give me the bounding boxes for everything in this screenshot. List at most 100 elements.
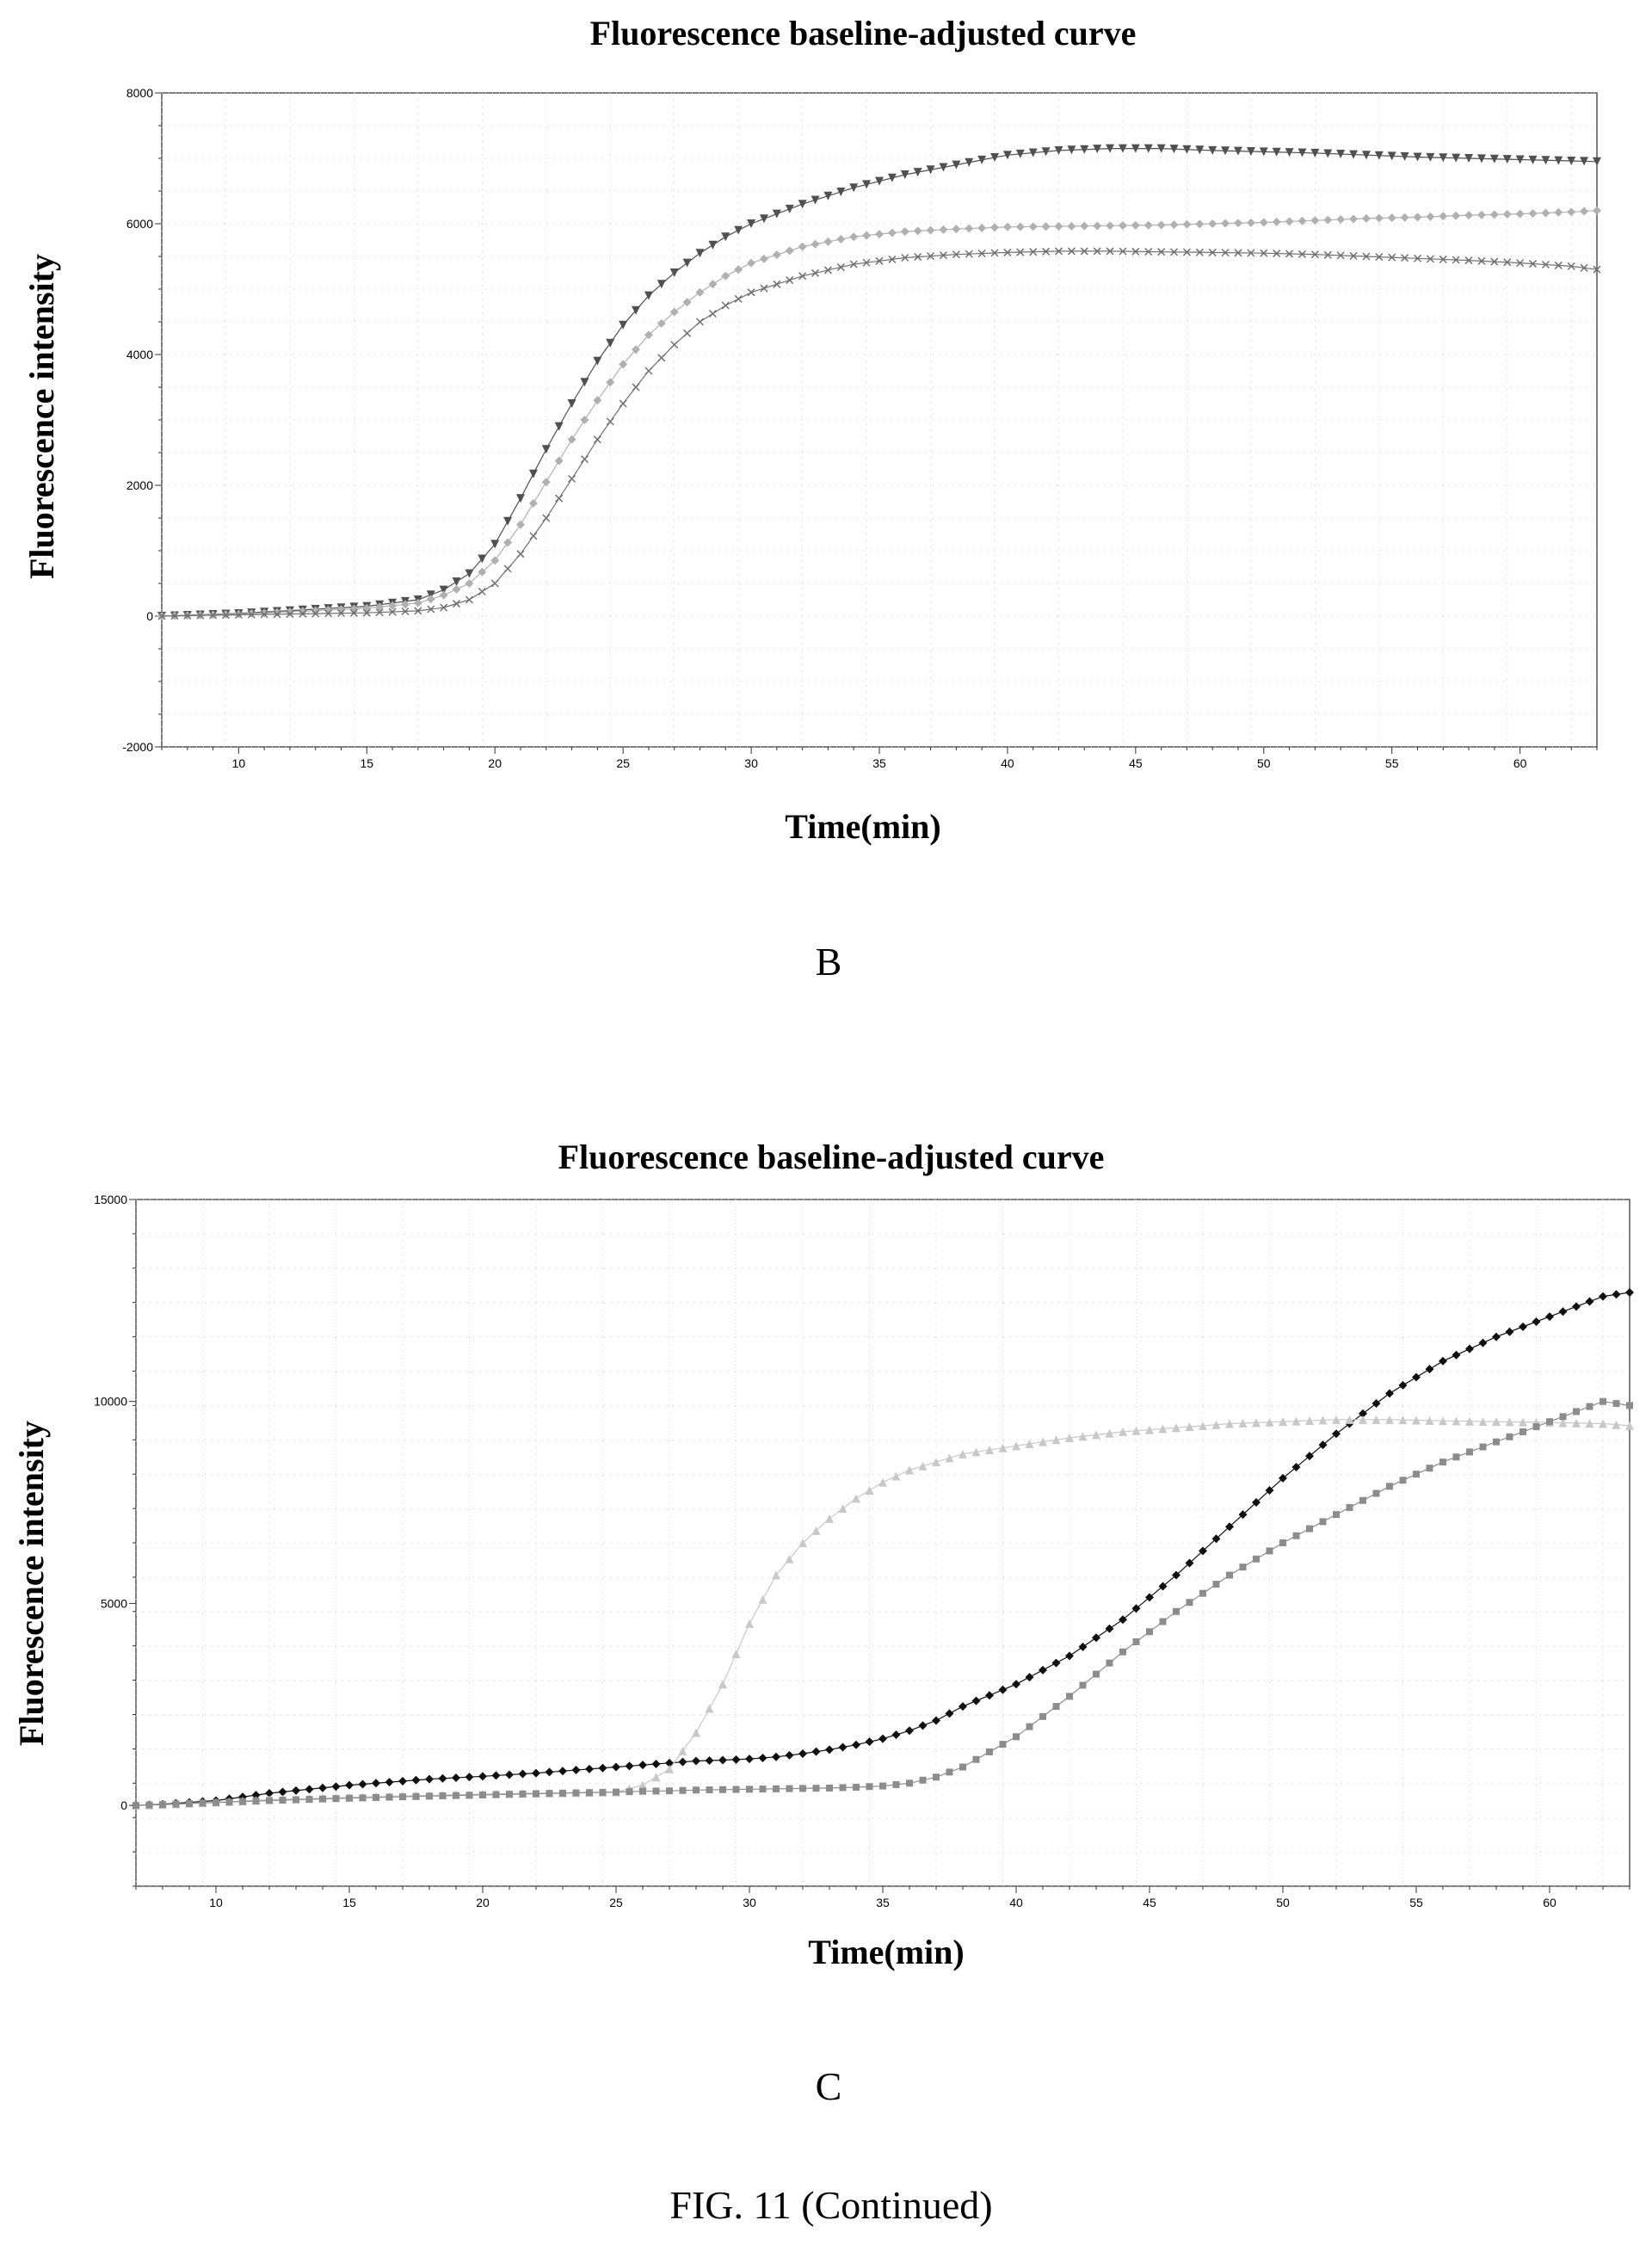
x-tick-label: 10 — [232, 756, 246, 770]
data-point — [183, 611, 192, 620]
data-point — [1306, 1525, 1313, 1533]
data-point — [666, 1787, 673, 1795]
data-point — [965, 224, 974, 233]
data-point — [718, 1755, 727, 1765]
data-point — [1025, 1673, 1034, 1682]
data-point — [1092, 1633, 1100, 1643]
data-point — [1246, 147, 1255, 157]
data-point — [1119, 1648, 1126, 1656]
data-point — [598, 1763, 607, 1773]
data-point — [1246, 218, 1255, 227]
data-point — [1323, 149, 1333, 158]
data-point — [196, 611, 205, 620]
data-point — [1593, 206, 1601, 215]
data-point — [465, 595, 473, 604]
data-point — [358, 1779, 367, 1789]
x-tick-label: 15 — [342, 1896, 356, 1909]
data-point — [1600, 1397, 1606, 1405]
data-point — [977, 155, 987, 164]
data-point — [1002, 222, 1012, 231]
data-point — [1425, 1365, 1434, 1374]
data-point — [1502, 155, 1512, 164]
data-point — [1131, 144, 1140, 153]
data-point — [836, 187, 846, 196]
data-point — [1554, 261, 1563, 269]
data-point — [1386, 1483, 1393, 1490]
data-point — [786, 1785, 793, 1792]
data-point-stroke — [939, 251, 947, 260]
data-point-stroke — [580, 455, 589, 464]
data-point — [746, 1786, 753, 1793]
data-point — [1253, 1555, 1260, 1563]
y-tick-label: -2000 — [122, 740, 153, 754]
data-point — [1002, 151, 1012, 160]
data-point-stroke — [465, 595, 473, 604]
data-point — [1195, 145, 1205, 155]
data-point — [1426, 212, 1435, 221]
data-point — [799, 1785, 806, 1792]
data-point — [718, 1680, 727, 1689]
data-point — [773, 1785, 780, 1792]
data-point — [1092, 1430, 1100, 1440]
data-point — [1266, 1547, 1273, 1555]
y-tick-label: 4000 — [126, 348, 153, 361]
data-point — [1208, 248, 1217, 256]
data-point — [1252, 1418, 1261, 1428]
data-point — [669, 307, 679, 317]
data-point — [1541, 156, 1550, 165]
data-point — [1225, 1522, 1234, 1532]
data-point — [682, 258, 692, 268]
data-point — [998, 1685, 1008, 1694]
data-point-stroke — [568, 474, 576, 483]
data-point-stroke — [516, 550, 525, 558]
data-point — [914, 253, 922, 262]
chart-title-b: Fluorescence baseline-adjusted curve — [590, 14, 1137, 52]
data-point — [492, 1791, 500, 1798]
data-point — [606, 378, 615, 387]
data-point — [692, 1728, 700, 1737]
data-point-stroke — [1336, 251, 1345, 260]
data-point-stroke — [901, 253, 909, 262]
data-point-stroke — [990, 249, 999, 257]
data-point — [865, 1737, 874, 1747]
data-point — [1285, 250, 1294, 258]
data-point — [1298, 250, 1306, 258]
data-point — [199, 1799, 206, 1807]
data-point — [952, 250, 960, 259]
y-tick-label: 8000 — [126, 86, 153, 100]
y-tick-label: 10000 — [94, 1395, 127, 1409]
data-point — [878, 1734, 887, 1743]
data-point — [324, 609, 333, 618]
data-point — [1452, 1350, 1461, 1360]
data-point-stroke — [170, 612, 179, 620]
data-point — [425, 1774, 434, 1784]
data-point — [273, 610, 281, 619]
data-point — [1118, 144, 1127, 153]
x-tick-label: 25 — [616, 756, 630, 770]
x-tick-label: 10 — [209, 1896, 223, 1909]
data-point — [1426, 152, 1435, 162]
data-point-stroke — [1541, 260, 1550, 269]
data-point — [558, 1767, 567, 1776]
data-point-stroke — [1464, 256, 1473, 265]
data-point — [1336, 150, 1346, 159]
x-tick-label: 60 — [1543, 1896, 1556, 1909]
data-point — [705, 1756, 714, 1766]
data-point — [528, 498, 538, 508]
data-point — [593, 396, 602, 405]
data-point — [505, 1770, 514, 1779]
data-point-stroke — [490, 579, 499, 588]
data-point — [811, 1747, 821, 1756]
data-point-stroke — [388, 608, 397, 616]
data-point — [926, 225, 935, 235]
data-point — [1489, 210, 1499, 219]
data-point — [1426, 1465, 1433, 1472]
data-point — [599, 1788, 607, 1796]
data-point — [747, 258, 756, 268]
data-point — [478, 554, 487, 564]
data-point — [1106, 1659, 1113, 1667]
y-tick-label: 5000 — [101, 1596, 127, 1610]
data-point — [1169, 145, 1179, 154]
data-point — [1425, 1415, 1434, 1425]
